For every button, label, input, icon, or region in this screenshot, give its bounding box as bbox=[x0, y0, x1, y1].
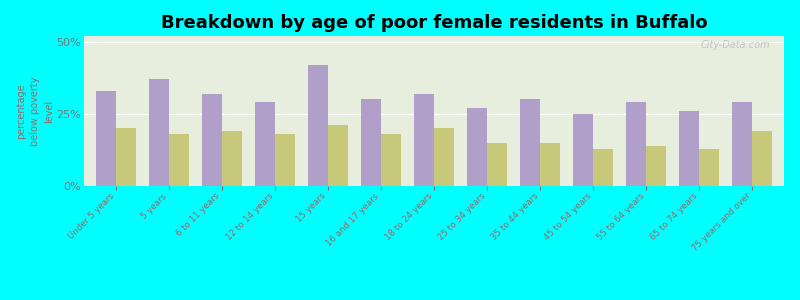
Bar bbox=[361, 100, 381, 186]
Bar bbox=[540, 143, 560, 186]
Bar bbox=[752, 131, 772, 186]
Text: City-Data.com: City-Data.com bbox=[700, 40, 770, 50]
Bar bbox=[202, 94, 222, 186]
Bar bbox=[414, 94, 434, 186]
Bar bbox=[626, 102, 646, 186]
Bar bbox=[222, 131, 242, 186]
Bar bbox=[732, 102, 752, 186]
Bar bbox=[487, 143, 507, 186]
Bar bbox=[96, 91, 116, 186]
Bar bbox=[149, 79, 169, 186]
Bar bbox=[467, 108, 487, 186]
Title: Breakdown by age of poor female residents in Buffalo: Breakdown by age of poor female resident… bbox=[161, 14, 707, 32]
Bar bbox=[328, 125, 348, 186]
Bar bbox=[169, 134, 189, 186]
Bar bbox=[381, 134, 401, 186]
Y-axis label: percentage
below poverty
level: percentage below poverty level bbox=[16, 76, 54, 146]
Bar bbox=[520, 100, 540, 186]
Bar bbox=[593, 148, 614, 186]
Bar bbox=[434, 128, 454, 186]
Bar bbox=[573, 114, 593, 186]
Bar bbox=[116, 128, 136, 186]
Bar bbox=[699, 148, 719, 186]
Bar bbox=[646, 146, 666, 186]
Bar bbox=[254, 102, 275, 186]
Bar bbox=[308, 65, 328, 186]
Bar bbox=[679, 111, 699, 186]
Bar bbox=[275, 134, 295, 186]
